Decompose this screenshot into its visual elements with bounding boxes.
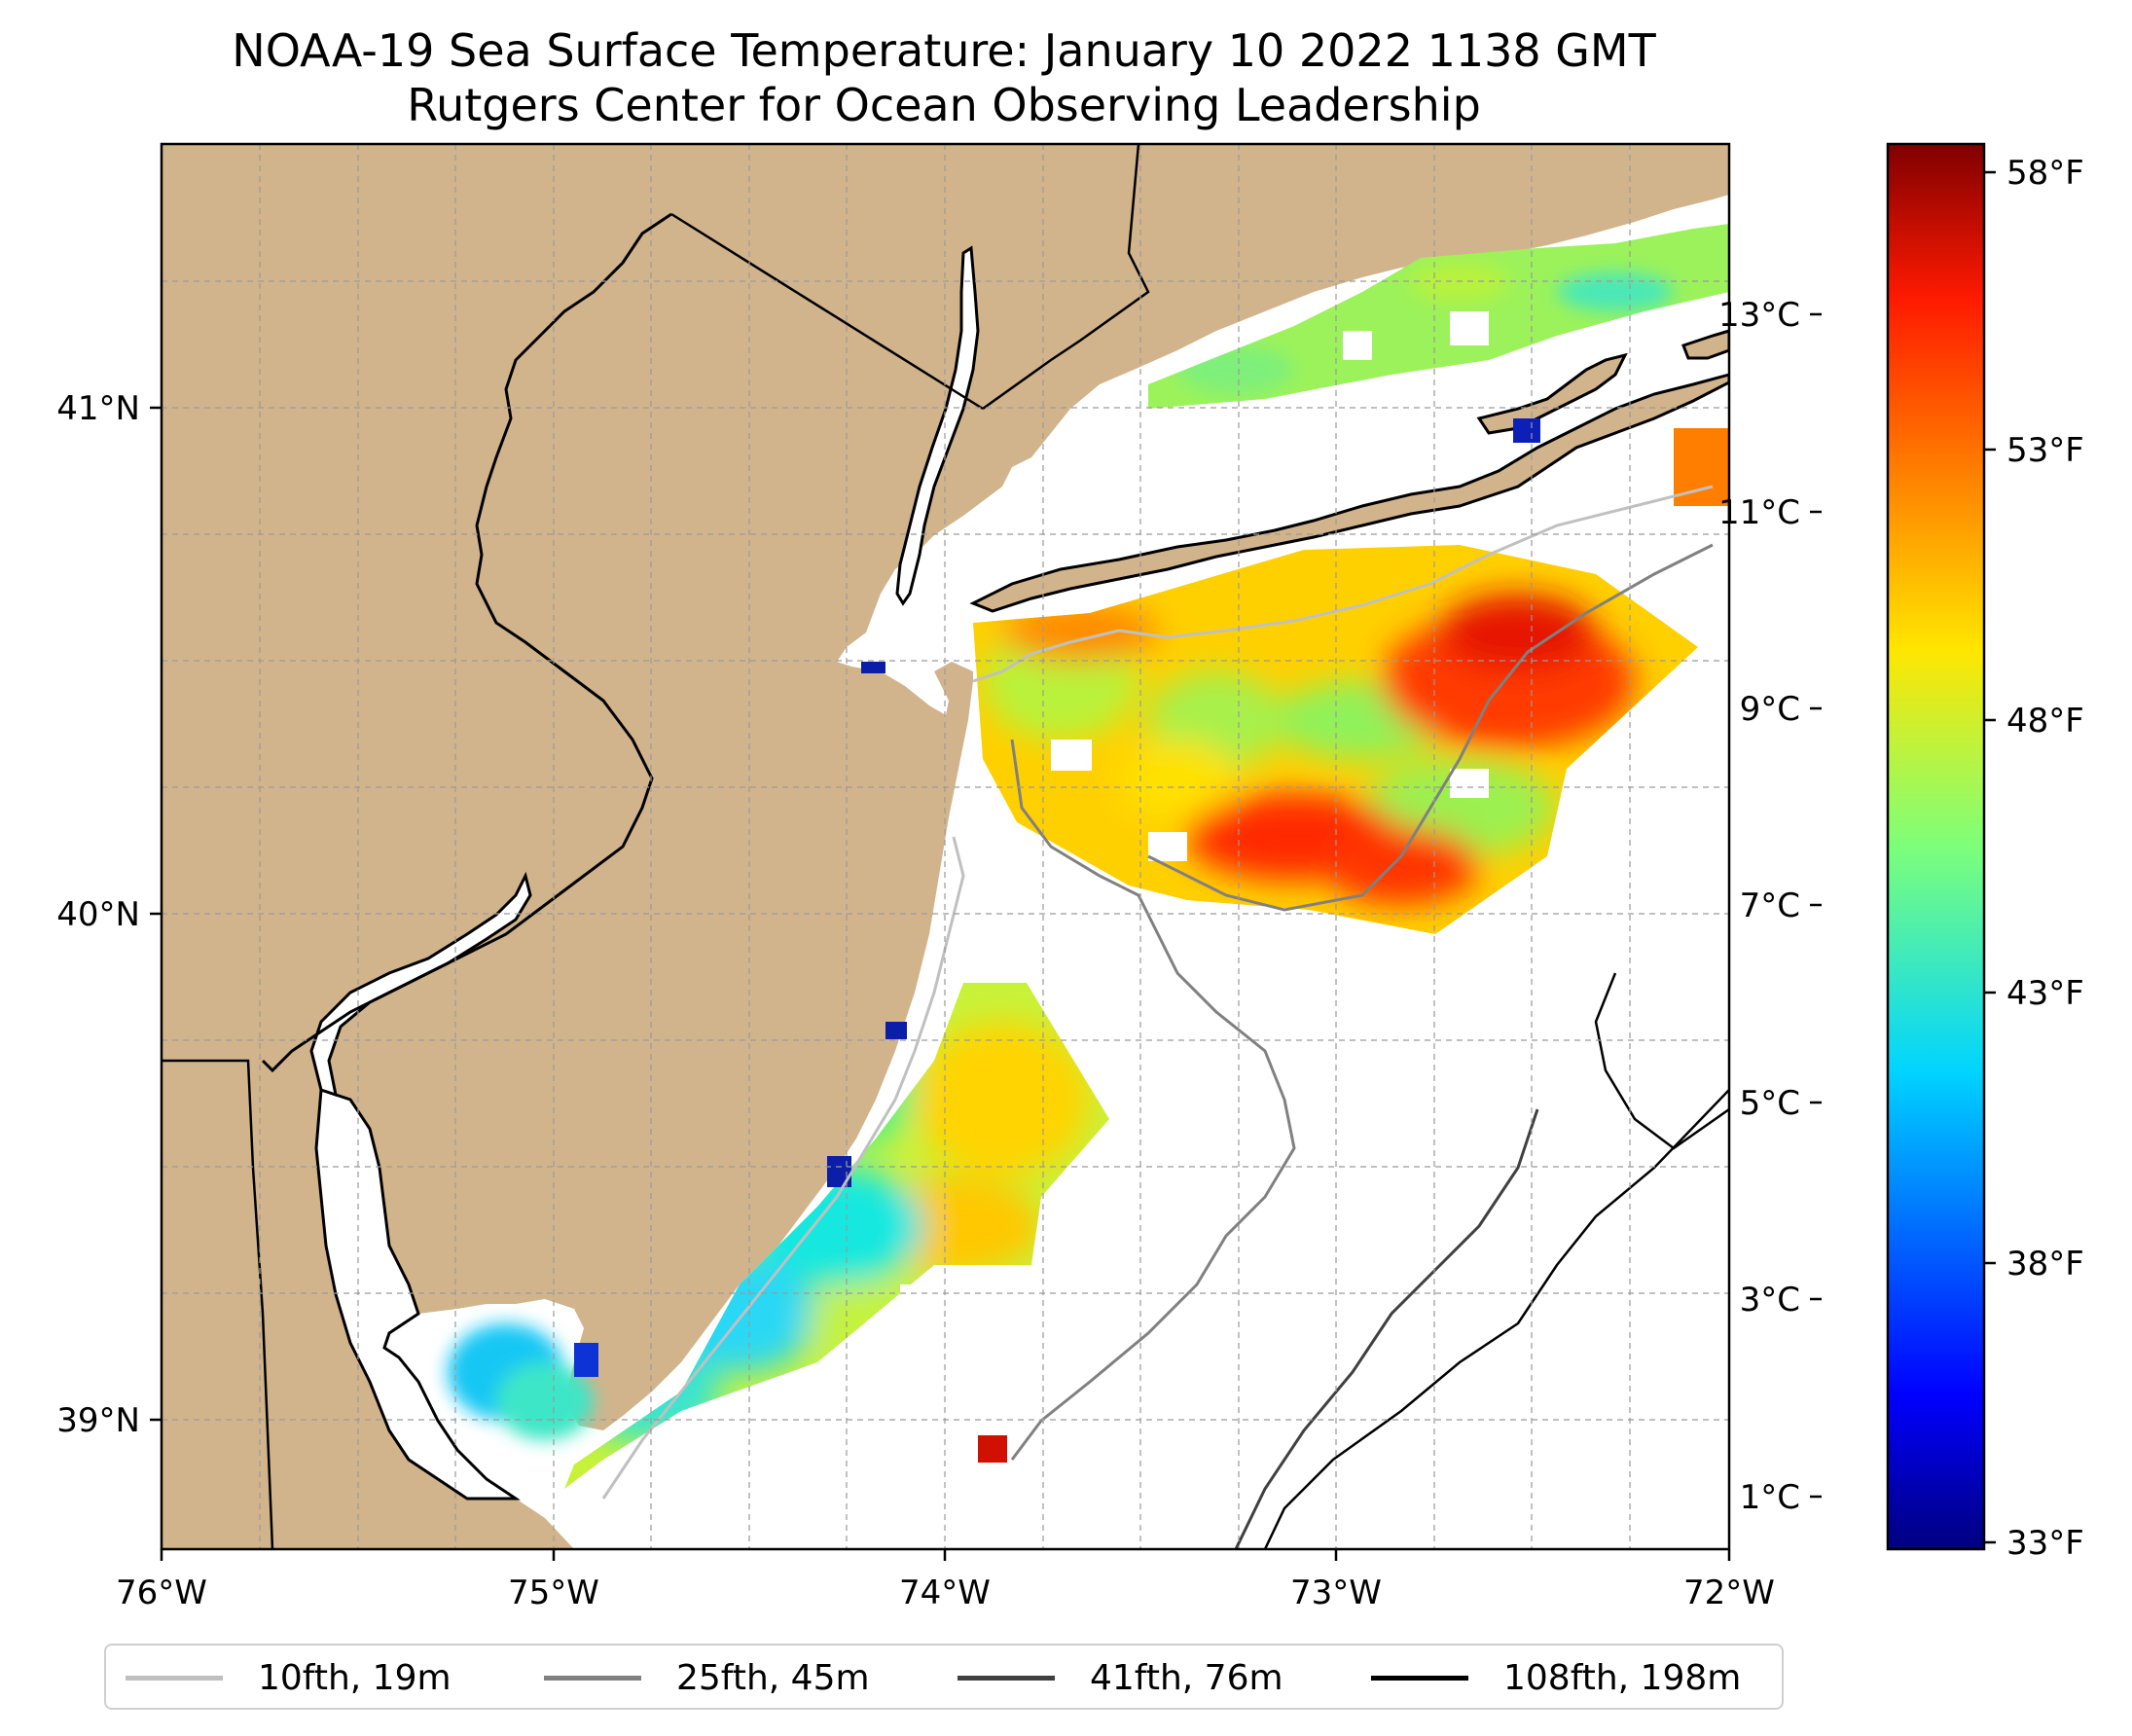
nj-border (261, 212, 672, 1073)
legend-label: 41fth, 76m (1090, 1657, 1283, 1698)
legend-line-108fth (1371, 1675, 1468, 1681)
contour-legend: 10fth, 19m 25fth, 45m 41fth, 76m 108fth,… (104, 1644, 1784, 1710)
legend-item: 41fth, 76m (958, 1655, 1283, 1700)
celsius-tick: 3°C (1740, 1281, 1800, 1320)
fahrenheit-tick: 38°F (2006, 1245, 2084, 1284)
ocean-area (384, 144, 1729, 1549)
sst-delaware-bay (448, 1323, 598, 1440)
fahrenheit-tick: 53°F (2006, 431, 2084, 470)
fahrenheit-tick: 48°F (2006, 702, 2084, 741)
legend-line-41fth (958, 1675, 1055, 1681)
delaware-bay (314, 1087, 521, 1501)
x-tick-label: 73°W (1290, 1573, 1382, 1612)
fahrenheit-tick: 33°F (2006, 1524, 2084, 1563)
axis-ticks (150, 406, 1731, 1561)
sst-pixel (885, 1022, 907, 1039)
celsius-tick: 5°C (1740, 1084, 1800, 1123)
x-tick-label: 76°W (116, 1573, 207, 1612)
delaware-river (309, 871, 532, 1098)
x-tick-label: 75°W (508, 1573, 599, 1612)
sst-pixel (861, 662, 885, 673)
legend-item: 108fth, 198m (1371, 1655, 1741, 1700)
chart-title: NOAA-19 Sea Surface Temperature: January… (232, 24, 1656, 77)
legend-line-25fth (544, 1675, 641, 1681)
colorbar: 58°F 53°F 48°F 43°F 38°F 33°F 13°C 11°C … (1718, 142, 2084, 1563)
island (1681, 329, 1729, 360)
y-tick-label: 40°N (56, 895, 140, 934)
legend-line-10fth (126, 1675, 223, 1681)
y-tick-label: 41°N (56, 389, 140, 428)
bathymetry-contours (601, 485, 1729, 1549)
legend-label: 25fth, 45m (676, 1657, 870, 1698)
celsius-tick: 11°C (1718, 493, 1800, 532)
celsius-tick: 13°C (1718, 296, 1800, 335)
legend-label: 108fth, 198m (1503, 1657, 1742, 1698)
x-tick-label: 74°W (899, 1573, 991, 1612)
colorbar-gradient (1886, 142, 1986, 1551)
celsius-tick: 7°C (1740, 886, 1800, 925)
x-tick-label: 72°W (1683, 1573, 1775, 1612)
legend-label: 10fth, 19m (258, 1657, 452, 1698)
chart-subtitle: Rutgers Center for Ocean Observing Leade… (407, 79, 1481, 131)
celsius-tick: 9°C (1740, 690, 1800, 729)
state-borders (162, 144, 1150, 1549)
sst-pixel (827, 1156, 851, 1187)
sst-pixel (1513, 418, 1540, 443)
legend-item: 25fth, 45m (544, 1655, 870, 1700)
legend-item: 10fth, 19m (126, 1655, 452, 1700)
hudson-river (895, 245, 980, 606)
celsius-tick: 1°C (1740, 1478, 1800, 1517)
gridlines (162, 144, 1729, 1549)
sst-pixel (978, 1435, 1007, 1463)
fahrenheit-tick: 58°F (2006, 154, 2084, 193)
long-island (969, 373, 1729, 613)
fahrenheit-tick: 43°F (2006, 974, 2084, 1013)
y-tick-label: 39°N (56, 1401, 140, 1440)
